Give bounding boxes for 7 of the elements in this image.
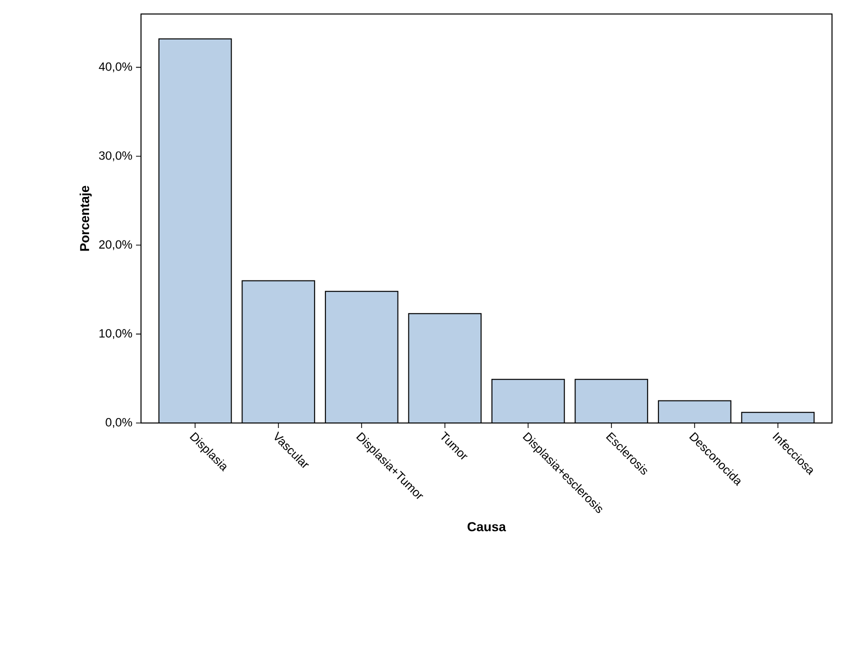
y-tick-label: 30,0% xyxy=(99,151,132,162)
y-tick-label: 10,0% xyxy=(99,329,132,340)
y-tick-label: 40,0% xyxy=(98,62,132,72)
x-axis-title: Causa xyxy=(468,522,506,532)
y-axis-title: Porcentaje xyxy=(80,186,92,251)
y-tick-label: 0,0% xyxy=(106,418,132,428)
y-tick-label: 20,0% xyxy=(99,240,132,250)
